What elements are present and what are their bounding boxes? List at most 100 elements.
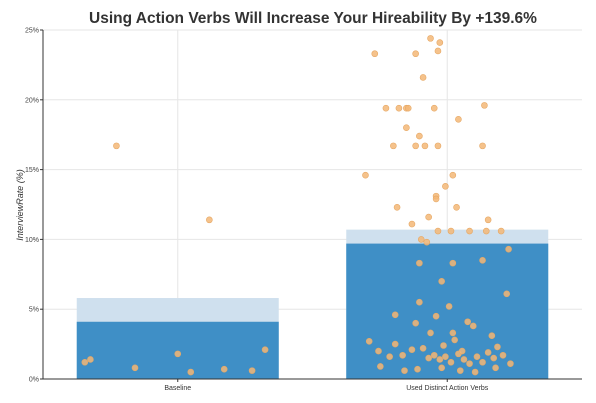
- data-point: [494, 343, 501, 351]
- data-point: [419, 344, 427, 352]
- y-tick-label: 20%: [25, 97, 39, 104]
- data-point: [377, 363, 384, 370]
- data-point: [425, 213, 432, 221]
- data-point: [481, 102, 488, 109]
- data-point: [427, 35, 434, 42]
- data-point: [484, 349, 492, 356]
- data-point: [503, 290, 511, 298]
- data-point: [456, 367, 464, 374]
- data-point: [395, 104, 403, 112]
- data-point: [442, 183, 449, 190]
- data-point: [403, 124, 410, 132]
- data-point: [464, 318, 471, 326]
- data-point: [425, 354, 432, 362]
- data-point: [473, 353, 481, 360]
- data-point: [416, 298, 423, 306]
- data-point: [479, 142, 486, 150]
- data-point: [482, 227, 490, 235]
- data-point: [438, 364, 445, 372]
- data-point: [479, 358, 486, 366]
- data-point: [438, 277, 445, 285]
- data-point: [479, 257, 486, 264]
- data-point: [412, 142, 419, 150]
- data-point: [371, 50, 379, 58]
- data-point: [187, 368, 195, 376]
- y-tick-label: 15%: [25, 167, 39, 174]
- data-point: [432, 195, 440, 203]
- data-point: [412, 50, 419, 58]
- data-point: [434, 142, 442, 150]
- data-point: [375, 347, 382, 355]
- data-point: [447, 227, 455, 235]
- data-point: [484, 216, 492, 224]
- data-point: [449, 171, 457, 179]
- data-point: [408, 220, 416, 228]
- data-point: [492, 364, 499, 372]
- data-point: [391, 340, 399, 348]
- data-point: [434, 227, 442, 235]
- data-point: [488, 332, 496, 340]
- data-point: [466, 360, 473, 367]
- data-point: [421, 142, 429, 150]
- data-point: [401, 367, 408, 374]
- data-point: [382, 104, 390, 112]
- data-point: [365, 338, 373, 345]
- data-point: [131, 364, 139, 372]
- data-point: [442, 353, 449, 360]
- data-point: [440, 342, 447, 349]
- x-tick-label: Baseline: [164, 385, 191, 392]
- data-point: [412, 319, 419, 327]
- data-point: [449, 329, 457, 337]
- data-point: [206, 216, 213, 224]
- chart-title: Using Action Verbs Will Increase Your Hi…: [89, 10, 537, 27]
- y-tick-label: 25%: [25, 28, 39, 35]
- grid: [43, 29, 582, 379]
- data-point: [174, 350, 182, 358]
- data-point: [419, 74, 427, 81]
- data-point: [436, 39, 444, 46]
- data-point: [220, 365, 228, 373]
- data-point: [430, 351, 438, 359]
- data-point: [404, 104, 412, 112]
- data-points: [81, 35, 514, 376]
- data-point: [248, 367, 256, 374]
- data-point: [458, 347, 466, 355]
- y-tick-label: 10%: [25, 237, 39, 244]
- data-point: [414, 365, 421, 373]
- data-point: [497, 227, 505, 235]
- data-point: [505, 245, 512, 253]
- data-point: [499, 351, 507, 359]
- data-point: [417, 236, 425, 243]
- data-point: [447, 358, 455, 366]
- data-point: [261, 346, 269, 353]
- y-tick-label: 0%: [29, 377, 39, 384]
- data-point: [399, 351, 406, 359]
- data-point: [87, 356, 94, 363]
- data-point: [430, 104, 438, 112]
- axes: 0% 5% 10% 15% 20% 25% Baseline Used Distinct Ac…: [25, 28, 582, 392]
- data-point: [416, 259, 423, 267]
- data-point: [453, 203, 460, 211]
- bars: [76, 229, 549, 379]
- data-point: [362, 171, 369, 179]
- data-point: [390, 142, 397, 150]
- data-point: [471, 368, 479, 376]
- data-point: [449, 259, 457, 267]
- data-point: [445, 303, 453, 310]
- data-point: [391, 311, 399, 319]
- y-axis-title: InterviewRate (%): [15, 169, 25, 241]
- data-point: [432, 312, 440, 320]
- data-point: [469, 322, 477, 330]
- data-point: [408, 346, 416, 353]
- data-point: [427, 329, 434, 337]
- data-point: [451, 336, 458, 344]
- data-point: [490, 354, 498, 362]
- data-point: [423, 238, 431, 246]
- data-point: [460, 356, 468, 363]
- data-point: [466, 227, 473, 235]
- data-point: [386, 353, 393, 360]
- y-tick-label: 5%: [29, 307, 39, 314]
- data-point: [416, 132, 423, 140]
- x-tick-label: Used Distinct Action Verbs: [406, 385, 489, 392]
